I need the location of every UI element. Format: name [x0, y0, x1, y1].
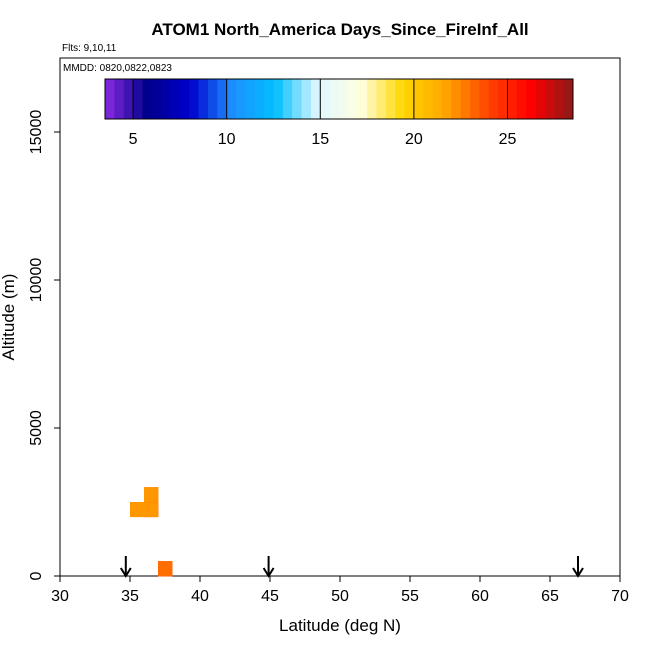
colorbar-segment [526, 79, 536, 119]
colorbar-segment [432, 79, 443, 119]
colorbar-segment [544, 79, 555, 119]
plot-area: MMDD: 0820,0822,0823 5 10 15 20 25 [59, 57, 621, 578]
colorbar-segment [367, 79, 377, 119]
colorbar-frame [104, 78, 574, 120]
colorbar-segment [488, 79, 499, 119]
colorbar-segment [348, 79, 359, 119]
colorbar-segment [105, 79, 115, 119]
heatmap-cells [130, 487, 173, 577]
latitude-arrow [262, 556, 275, 578]
colorbar-segment [320, 79, 331, 119]
colorbar-segment [441, 79, 452, 119]
heatmap-cell [130, 502, 145, 518]
colorbar-segment [376, 79, 387, 119]
colorbar-tick-label: 25 [499, 131, 517, 148]
colorbar-tick-label: 5 [129, 131, 138, 148]
y-tick-label: 5000 [28, 410, 45, 446]
colorbar-segment [142, 79, 153, 119]
colorbar-segment [357, 79, 368, 119]
colorbar-segment [273, 79, 284, 119]
colorbar-segment [460, 79, 471, 119]
colorbar-segment [451, 79, 462, 119]
colorbar-tick-label: 10 [218, 131, 236, 148]
colorbar-segment [329, 79, 340, 119]
colorbar-segment [282, 79, 293, 119]
flights-label: Flts: 9,10,11 [62, 43, 117, 54]
colorbar-segment [245, 79, 256, 119]
colorbar-segment [179, 79, 190, 119]
y-axis-label: Altitude (m) [0, 274, 18, 361]
colorbar-segment [470, 79, 480, 119]
colorbar-segment [217, 79, 228, 119]
x-axis-label: Latitude (deg N) [279, 616, 401, 635]
x-tick-label: 55 [401, 588, 419, 605]
x-tick-label: 60 [471, 588, 489, 605]
colorbar-segment [301, 79, 312, 119]
colorbar-segment [254, 79, 265, 119]
colorbar-segment [123, 79, 134, 119]
colorbar-segment [404, 79, 415, 119]
colorbar: 5 10 15 20 25 [104, 78, 574, 148]
x-tick-label: 65 [541, 588, 559, 605]
colorbar-segment [151, 79, 162, 119]
colorbar-segment [161, 79, 171, 119]
x-tick-label: 40 [191, 588, 209, 605]
colorbar-segment [498, 79, 508, 119]
colorbar-segment [170, 79, 181, 119]
latitude-arrows [119, 556, 584, 578]
x-axis: 30 35 40 45 50 55 60 65 70 [51, 576, 629, 605]
y-axis: 0 5000 10000 15000 [28, 110, 60, 580]
colorbar-segment [292, 79, 302, 119]
colorbar-segment [226, 79, 237, 119]
colorbar-segment [385, 79, 396, 119]
colorbar-segment [423, 79, 433, 119]
colorbar-segment [516, 79, 527, 119]
colorbar-segment [554, 79, 565, 119]
latitude-arrow [119, 556, 132, 578]
y-tick-label: 10000 [28, 258, 45, 303]
colorbar-segment [189, 79, 199, 119]
colorbar-segment [507, 79, 518, 119]
x-tick-label: 45 [261, 588, 279, 605]
heatmap-cell [144, 487, 159, 503]
colorbar-segment [563, 79, 574, 119]
colorbar-segment [310, 79, 321, 119]
x-tick-label: 70 [611, 588, 629, 605]
colorbar-segment [114, 79, 125, 119]
y-tick-label: 0 [28, 571, 45, 580]
heatmap-cell [158, 561, 173, 577]
colorbar-tick-label: 15 [311, 131, 329, 148]
x-tick-label: 35 [121, 588, 139, 605]
chart-title: ATOM1 North_America Days_Since_FireInf_A… [151, 20, 528, 39]
y-tick-label: 15000 [28, 110, 45, 155]
colorbar-segment [479, 79, 490, 119]
colorbar-segment [198, 79, 209, 119]
dates-label: MMDD: 0820,0822,0823 [63, 63, 172, 74]
colorbar-segment [207, 79, 218, 119]
heatmap-cell [144, 502, 159, 518]
latitude-arrow [572, 556, 584, 578]
x-tick-label: 30 [51, 588, 69, 605]
colorbar-segment [133, 79, 143, 119]
colorbar-segment [535, 79, 546, 119]
colorbar-segment [395, 79, 405, 119]
x-tick-label: 50 [331, 588, 349, 605]
colorbar-segment [264, 79, 274, 119]
colorbar-segment [236, 79, 246, 119]
colorbar-segment [339, 79, 349, 119]
colorbar-tick-label: 20 [405, 131, 423, 148]
colorbar-segment [413, 79, 424, 119]
